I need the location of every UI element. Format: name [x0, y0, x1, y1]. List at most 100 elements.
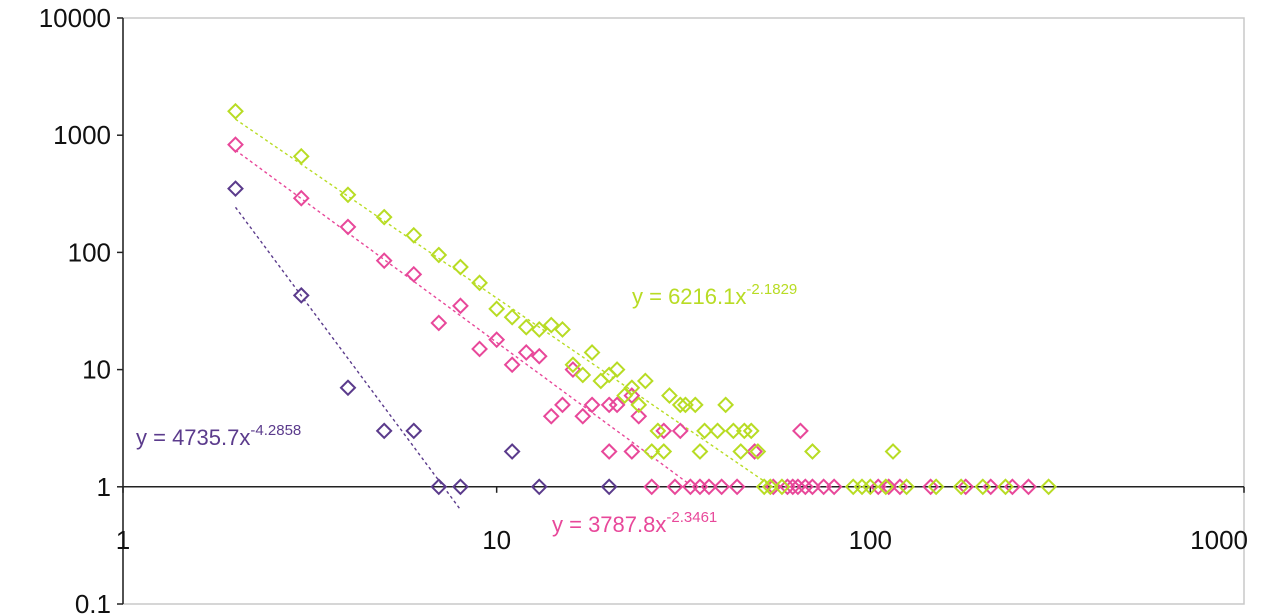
data-point-series-2: [292, 189, 310, 207]
y-tick-label: 0.1: [75, 589, 111, 614]
data-point-series-3: [761, 478, 779, 496]
data-point-series-2: [517, 344, 535, 361]
data-point-series-3: [471, 274, 488, 292]
data-point-series-2: [713, 478, 731, 496]
data-point-series-2: [891, 478, 909, 496]
data-point-series-1: [452, 478, 469, 496]
data-point-series-2: [583, 396, 601, 414]
data-point-series-3: [452, 258, 469, 276]
data-point-series-2: [554, 396, 571, 414]
data-point-series-1: [430, 478, 448, 496]
data-point-series-3: [292, 147, 310, 165]
data-point-series-3: [554, 321, 571, 338]
data-point-series-1: [600, 478, 618, 496]
data-point-series-2: [1003, 478, 1021, 496]
data-point-series-2: [792, 422, 809, 440]
data-point-series-1: [292, 286, 310, 304]
data-point-series-3: [517, 318, 535, 336]
data-point-series-2: [880, 478, 898, 496]
data-point-series-3: [974, 478, 992, 496]
trendline-series-2: [235, 149, 691, 486]
data-point-series-3: [717, 396, 735, 414]
data-point-series-2: [488, 331, 506, 349]
data-point-series-2: [957, 478, 975, 496]
y-tick-label: 100: [68, 237, 111, 267]
data-point-series-2: [1020, 478, 1037, 496]
data-point-series-1: [530, 478, 548, 496]
data-points: [227, 102, 1058, 496]
data-point-series-3: [686, 396, 704, 414]
data-point-series-3: [898, 478, 915, 496]
data-point-series-2: [655, 422, 673, 440]
data-point-series-2: [796, 478, 814, 496]
data-point-series-3: [724, 422, 742, 440]
y-tick-label: 1000: [53, 120, 111, 150]
trendline-equation-1: y = 4735.7x-4.2858: [136, 422, 301, 450]
data-point-series-3: [574, 366, 592, 384]
data-point-series-2: [700, 478, 718, 496]
data-point-series-3: [997, 478, 1014, 496]
data-point-series-2: [623, 443, 641, 460]
x-tick-label: 10: [482, 525, 511, 555]
data-point-series-3: [671, 396, 689, 414]
data-point-series-2: [746, 443, 763, 460]
trendlines: [234, 118, 774, 511]
data-point-series-2: [227, 136, 244, 154]
data-point-series-2: [804, 478, 821, 496]
data-point-series-2: [630, 407, 648, 425]
data-point-series-3: [649, 422, 667, 440]
data-point-series-1: [405, 422, 423, 440]
data-point-series-2: [471, 340, 488, 358]
data-point-series-3: [643, 443, 661, 460]
equation-exponent: -4.2858: [250, 422, 301, 439]
data-point-series-2: [339, 218, 357, 236]
data-point-series-3: [488, 300, 506, 318]
data-point-series-2: [600, 443, 618, 460]
data-point-series-2: [982, 478, 1000, 496]
data-point-series-3: [630, 396, 648, 414]
data-point-series-3: [430, 246, 448, 264]
data-point-series-2: [530, 347, 548, 365]
data-point-series-3: [623, 379, 641, 397]
data-point-series-2: [574, 407, 592, 425]
x-tick-label: 100: [849, 525, 892, 555]
data-point-series-1: [503, 443, 521, 460]
equation-exponent: -2.1829: [746, 281, 797, 298]
trendline-equation-2: y = 3787.8x-2.3461: [552, 509, 717, 537]
data-point-series-3: [227, 102, 244, 120]
data-point-series-3: [661, 387, 678, 405]
data-point-series-2: [564, 361, 582, 379]
data-point-series-2: [784, 478, 802, 496]
axes: [117, 17, 1245, 605]
equation-base: y = 3787.8x: [552, 512, 666, 537]
data-point-series-3: [583, 344, 601, 361]
data-point-series-2: [430, 314, 448, 332]
x-tick-label: 1: [116, 525, 130, 555]
data-point-series-3: [677, 396, 694, 414]
data-point-series-3: [405, 226, 423, 244]
data-point-series-3: [1040, 478, 1058, 496]
data-point-series-3: [735, 422, 753, 440]
data-point-series-3: [339, 186, 357, 204]
data-point-series-2: [789, 478, 807, 496]
x-tick-label: 1000: [1190, 525, 1248, 555]
data-point-series-3: [709, 422, 726, 440]
data-point-series-3: [691, 443, 709, 460]
data-point-series-2: [600, 396, 618, 414]
data-point-series-3: [375, 208, 393, 226]
data-point-series-2: [643, 478, 661, 496]
data-point-series-2: [666, 478, 684, 496]
data-point-series-2: [671, 422, 689, 440]
data-point-series-3: [861, 478, 879, 496]
data-point-series-3: [755, 478, 773, 496]
data-point-series-3: [952, 478, 970, 496]
data-point-series-3: [927, 478, 945, 496]
data-point-series-3: [503, 308, 521, 326]
data-point-series-3: [564, 356, 582, 374]
y-tick-label: 10000: [39, 3, 111, 33]
data-point-series-3: [530, 321, 548, 338]
equation-base: y = 4735.7x: [136, 425, 250, 450]
trendline-series-1: [234, 206, 462, 511]
